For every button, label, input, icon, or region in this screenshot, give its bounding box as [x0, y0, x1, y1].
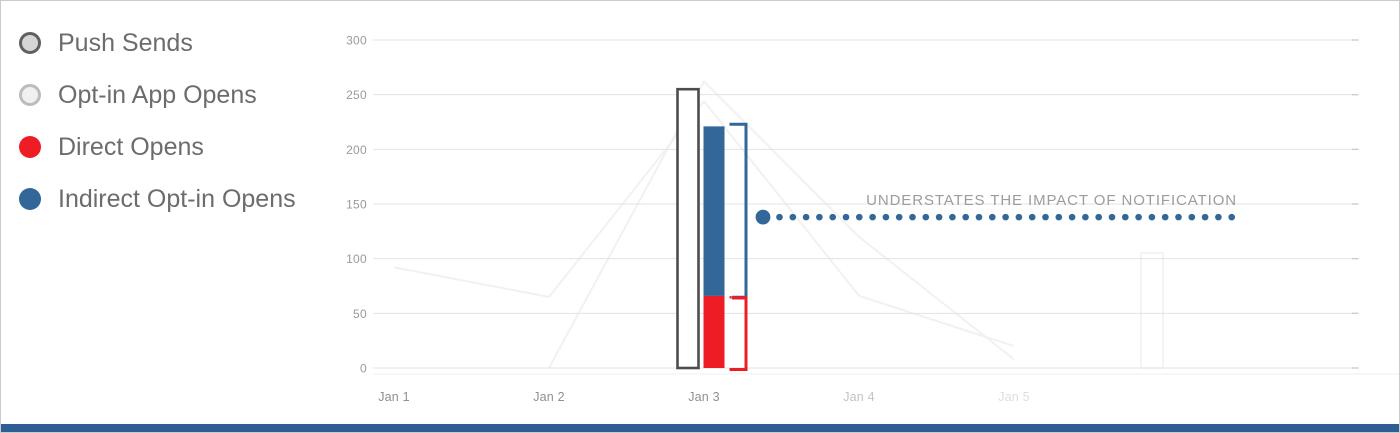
- annotation-dotted-line-dot: [1175, 213, 1182, 221]
- annotation-dotted-line-dot: [816, 213, 823, 221]
- footer-accent-bar: [1, 424, 1399, 432]
- legend-label-direct-opens: Direct Opens: [58, 132, 204, 161]
- annotation-dotted-line-dot: [1135, 213, 1142, 221]
- annotation-dotted-line-dot: [842, 213, 850, 221]
- ghost-line: [393, 100, 1015, 348]
- opt-in-app-opens-swatch-icon: [19, 84, 41, 106]
- y-axis-tick-label: 150: [346, 198, 367, 212]
- annotation-dotted-line-dot: [1095, 213, 1102, 221]
- annotation-dotted-line-dot: [1108, 213, 1116, 221]
- legend-item-indirect-opt-in-opens[interactable]: Indirect Opt-in Opens: [19, 173, 296, 225]
- indirect-opt-in-opens-bar[interactable]: [703, 126, 725, 296]
- direct-opens-bracket: [729, 296, 748, 371]
- y-axis-tick-label: 250: [346, 88, 367, 102]
- y-axis-tick-label: 50: [353, 307, 367, 321]
- annotation-dotted-line-dot: [882, 213, 890, 221]
- annotation-dotted-line-dot: [1148, 213, 1156, 221]
- annotation-dotted-line-dot: [975, 213, 983, 221]
- annotation-dotted-line-dot: [1082, 213, 1089, 221]
- annotation-dotted-line-dot: [895, 213, 903, 221]
- ghost-bar: [1140, 252, 1164, 369]
- annotation-text: UNDERSTATES THE IMPACT OF NOTIFICATION: [866, 192, 1237, 209]
- annotation-dotted-line-dot: [802, 213, 810, 221]
- annotation-dotted-line-dot: [909, 213, 916, 221]
- annotation-dotted-line-dot: [1188, 213, 1196, 221]
- direct-opens-bar[interactable]: [703, 295, 725, 368]
- ghost-line: [548, 80, 1015, 369]
- x-axis-tick-label: Jan 5: [998, 390, 1030, 404]
- legend-item-opt-in-app-opens[interactable]: Opt-in App Opens: [19, 69, 296, 121]
- annotation-dotted-line-dot: [1042, 213, 1049, 221]
- annotation-dotted-line-dot: [935, 213, 943, 221]
- y-axis-tick-label: 300: [346, 34, 367, 48]
- annotation-dotted-line-dot: [949, 213, 956, 221]
- y-axis-tick-label: 0: [360, 362, 367, 376]
- annotation-dotted-line-dot: [1055, 213, 1063, 221]
- x-axis-tick-label: Jan 4: [843, 390, 875, 404]
- annotation-dotted-line-dot: [1122, 213, 1129, 221]
- annotation-dotted-line-dot: [789, 213, 797, 221]
- push-sends-swatch-icon: [19, 32, 41, 54]
- legend: Push Sends Opt-in App Opens Direct Opens…: [19, 17, 296, 225]
- legend-label-push-sends: Push Sends: [58, 28, 193, 57]
- annotation-dotted-line-dot: [1068, 213, 1076, 221]
- legend-label-opt-in-app-opens: Opt-in App Opens: [58, 80, 257, 109]
- y-axis-tick-label: 100: [346, 252, 367, 266]
- annotation-dotted-line-dot: [989, 213, 996, 221]
- annotation-dotted-line-dot: [1002, 213, 1009, 221]
- annotation-dotted-line-dot: [856, 213, 863, 221]
- x-axis-tick-label: Jan 2: [533, 390, 565, 404]
- annotation-dotted-line-dot: [1028, 213, 1036, 221]
- annotation-dotted-line-dot: [1015, 213, 1023, 221]
- indirect-opt-in-opens-swatch-icon: [19, 188, 41, 210]
- annotation-dotted-line-dot: [1215, 213, 1222, 221]
- annotation-start-dot: [755, 209, 771, 225]
- direct-opens-swatch-icon: [19, 136, 41, 158]
- annotation-dotted-line-dot: [776, 213, 783, 221]
- y-axis-tick-label: 200: [346, 143, 367, 157]
- push-sends-bar[interactable]: [676, 87, 700, 370]
- annotation-dotted-line-dot: [869, 213, 876, 221]
- legend-item-push-sends[interactable]: Push Sends: [19, 17, 296, 69]
- annotation-dotted-line-dot: [829, 213, 836, 221]
- annotation-dotted-line-dot: [1201, 213, 1209, 221]
- legend-item-direct-opens[interactable]: Direct Opens: [19, 121, 296, 173]
- annotation-dotted-line-dot: [962, 213, 969, 221]
- annotation-dotted-line-dot: [1161, 213, 1169, 221]
- x-axis-tick-label: Jan 3: [688, 390, 720, 404]
- x-axis-tick-label: Jan 1: [378, 390, 410, 404]
- annotation-dotted-line-dot: [1228, 213, 1235, 221]
- legend-label-indirect-opt-in-opens: Indirect Opt-in Opens: [58, 184, 296, 213]
- annotation-dotted-line-dot: [922, 213, 930, 221]
